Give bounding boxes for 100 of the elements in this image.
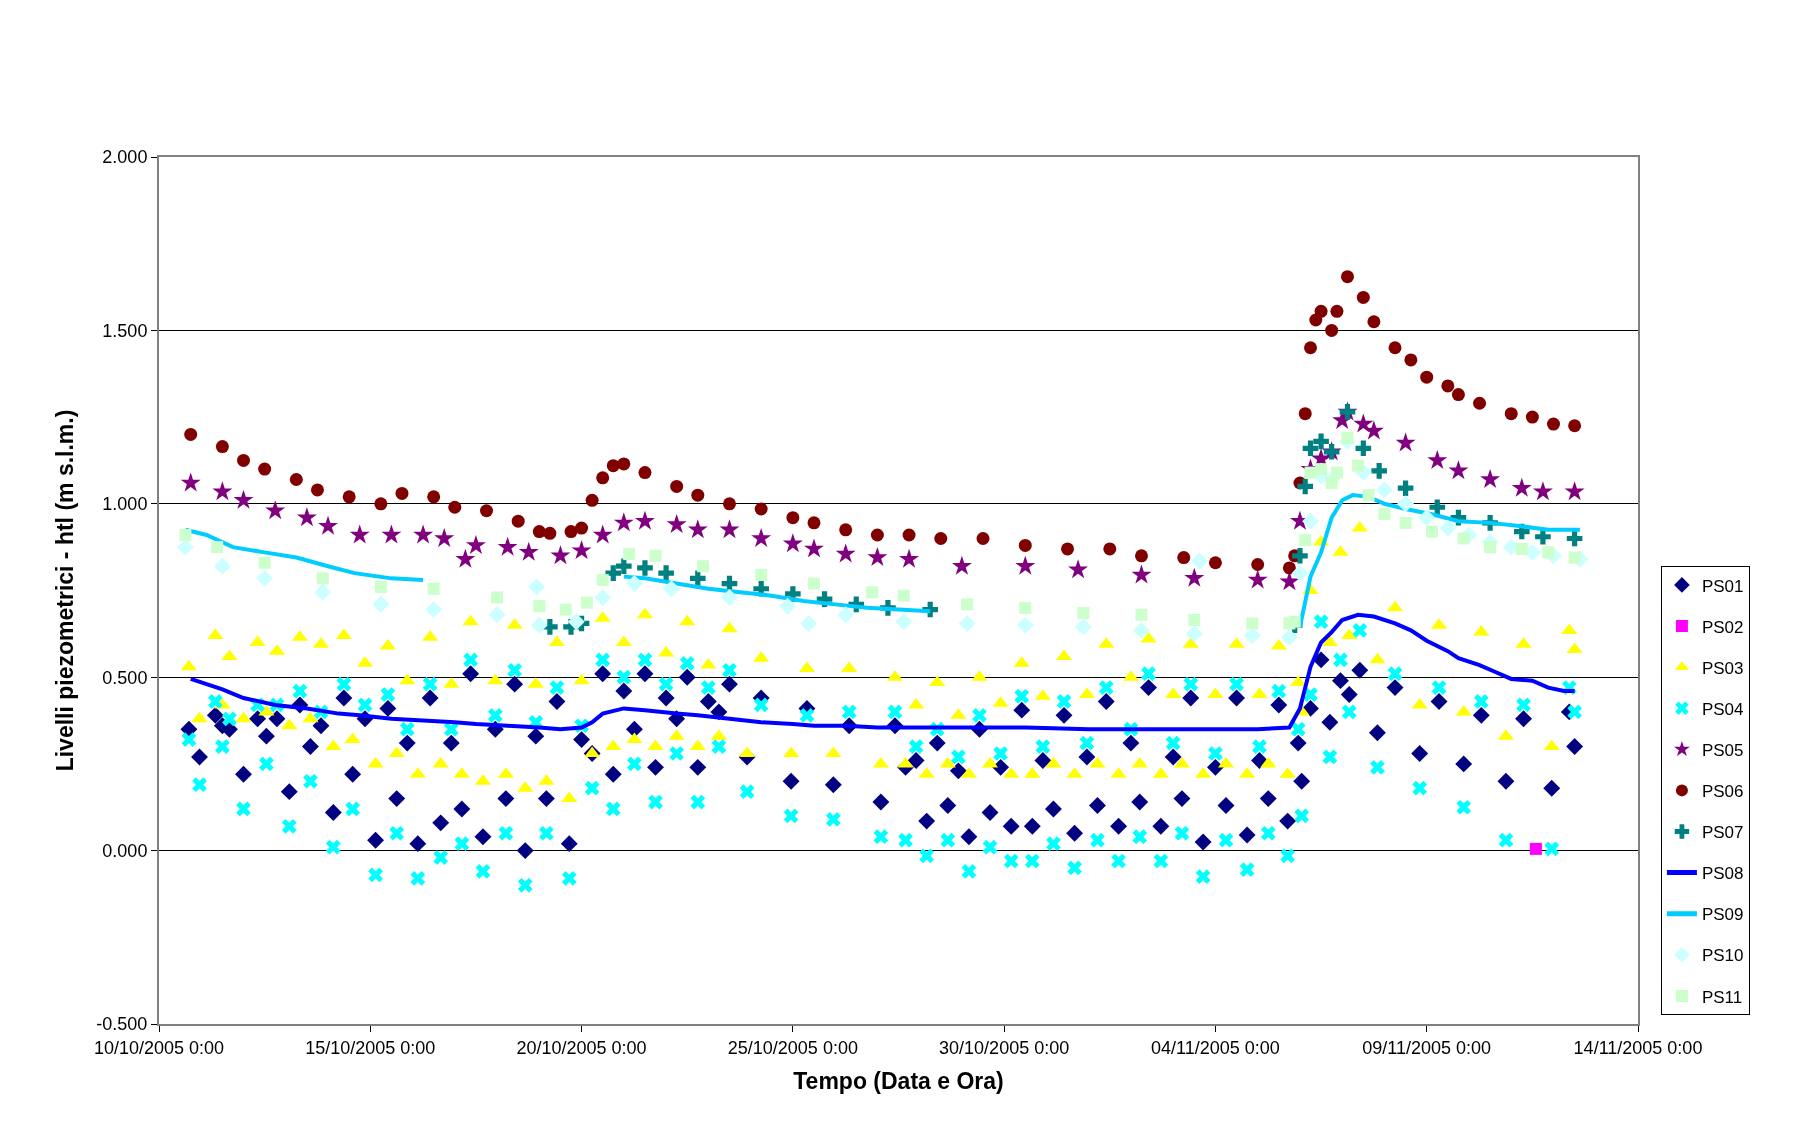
point	[571, 540, 592, 560]
point	[1135, 608, 1148, 621]
x-tick-label: 20/10/2005 0:00	[516, 1037, 647, 1058]
point	[1371, 463, 1387, 479]
point	[658, 565, 674, 581]
point	[1532, 481, 1553, 501]
x-tick-label: 04/11/2005 0:00	[1151, 1037, 1280, 1058]
point	[1418, 509, 1436, 527]
point	[1397, 495, 1415, 513]
point	[951, 555, 972, 575]
x-tick-label: 10/10/2005 0:00	[93, 1037, 225, 1058]
point	[1016, 616, 1034, 634]
point	[1353, 413, 1374, 433]
point	[1427, 449, 1448, 469]
point	[1362, 489, 1375, 502]
point	[465, 534, 486, 554]
point	[256, 569, 274, 587]
legend-label: PS06	[1701, 782, 1744, 802]
point	[1019, 601, 1032, 614]
point	[1279, 571, 1300, 591]
point	[425, 601, 443, 619]
point	[1376, 481, 1393, 499]
point	[719, 519, 740, 539]
point	[1280, 628, 1298, 646]
point	[296, 507, 317, 527]
point	[721, 588, 738, 606]
point	[623, 548, 636, 561]
y-axis-title: Livelli piezometrici - htl (m s.l.m.)	[52, 409, 79, 772]
point	[559, 603, 572, 616]
legend-label: PS08	[1701, 864, 1744, 884]
point	[662, 580, 680, 598]
point	[1542, 546, 1555, 559]
point	[1288, 615, 1301, 628]
point	[213, 557, 231, 575]
point	[625, 575, 643, 593]
point	[533, 600, 546, 613]
point	[1378, 508, 1391, 521]
point	[381, 524, 402, 544]
point	[1395, 432, 1416, 452]
point	[1297, 478, 1314, 495]
point	[1448, 460, 1469, 480]
point	[372, 595, 390, 613]
y-tick-label: 0.500	[102, 667, 148, 688]
point	[318, 515, 339, 535]
point	[1325, 476, 1338, 489]
point	[596, 574, 609, 587]
point	[800, 615, 818, 632]
point	[1291, 564, 1309, 582]
point	[1313, 433, 1329, 450]
point	[1397, 480, 1414, 496]
point	[689, 570, 706, 587]
point	[1191, 552, 1209, 570]
point	[634, 510, 655, 530]
point	[779, 597, 797, 615]
point	[180, 472, 201, 492]
point	[1457, 532, 1470, 545]
x-tick-label: 25/10/2005 0:00	[727, 1037, 858, 1058]
point	[258, 556, 271, 569]
point	[530, 616, 548, 634]
legend-label: PS11	[1701, 987, 1743, 1007]
point	[211, 541, 224, 554]
point	[1299, 534, 1312, 547]
point	[1184, 567, 1205, 587]
legend-label: PS09	[1701, 905, 1744, 925]
legend-label: PS04	[1701, 699, 1744, 719]
point	[265, 500, 286, 520]
point	[1068, 559, 1089, 579]
legend-label: PS01	[1701, 576, 1744, 596]
point	[1330, 466, 1343, 479]
point	[1015, 555, 1036, 575]
y-tick-label: 0.000	[102, 840, 148, 861]
point	[605, 565, 622, 581]
point	[1480, 469, 1501, 489]
point	[1246, 617, 1259, 630]
point	[804, 538, 824, 558]
point	[961, 598, 974, 611]
point	[1535, 528, 1551, 545]
point	[455, 548, 476, 568]
point	[1074, 618, 1092, 636]
point	[550, 545, 571, 565]
y-tick-label: -0.500	[96, 1014, 148, 1035]
point	[1564, 481, 1585, 501]
point	[427, 582, 440, 595]
point	[1315, 463, 1328, 476]
point	[1568, 551, 1581, 564]
point	[1529, 842, 1542, 855]
point	[1185, 625, 1203, 643]
point	[895, 613, 913, 631]
point	[1302, 440, 1319, 457]
point	[835, 543, 856, 563]
point	[592, 524, 613, 544]
point	[528, 578, 546, 596]
point	[413, 524, 434, 544]
x-tick-label: 30/10/2005 0:00	[939, 1037, 1070, 1058]
x-tick-label: 14/11/2005 0:00	[1573, 1037, 1703, 1058]
point	[1429, 499, 1446, 516]
point	[1352, 459, 1365, 472]
legend-label: PS02	[1701, 617, 1744, 637]
point	[179, 529, 192, 542]
point	[866, 586, 879, 599]
